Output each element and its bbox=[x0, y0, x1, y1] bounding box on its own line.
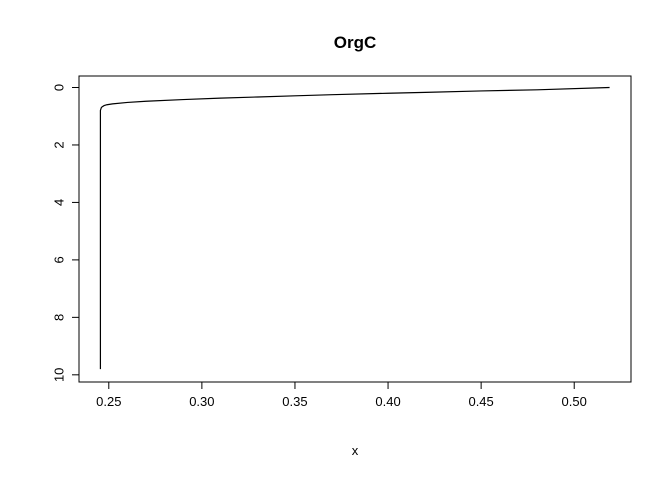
plot-frame bbox=[78, 75, 632, 383]
x-tick-label: 0.30 bbox=[189, 394, 214, 409]
y-tick-label: 6 bbox=[52, 256, 67, 263]
y-tick-label: 2 bbox=[52, 141, 67, 148]
series-line bbox=[99, 86, 610, 370]
x-tick-label: 0.25 bbox=[96, 394, 121, 409]
y-tick-label: 0 bbox=[52, 84, 67, 91]
x-axis-label: x bbox=[352, 443, 359, 458]
y-tick-label: 8 bbox=[52, 314, 67, 321]
y-tick-label: 10 bbox=[52, 368, 67, 382]
x-tick-label: 0.45 bbox=[468, 394, 493, 409]
x-axis: 0.25 0.30 0.35 0.40 0.45 0.50 bbox=[96, 381, 587, 409]
chart-title: OrgC bbox=[334, 33, 377, 52]
y-tick-label: 4 bbox=[52, 199, 67, 206]
x-tick-label: 0.40 bbox=[375, 394, 400, 409]
x-tick-label: 0.50 bbox=[562, 394, 587, 409]
y-axis: 0 2 4 6 8 10 bbox=[52, 84, 80, 382]
x-tick-label: 0.35 bbox=[282, 394, 307, 409]
